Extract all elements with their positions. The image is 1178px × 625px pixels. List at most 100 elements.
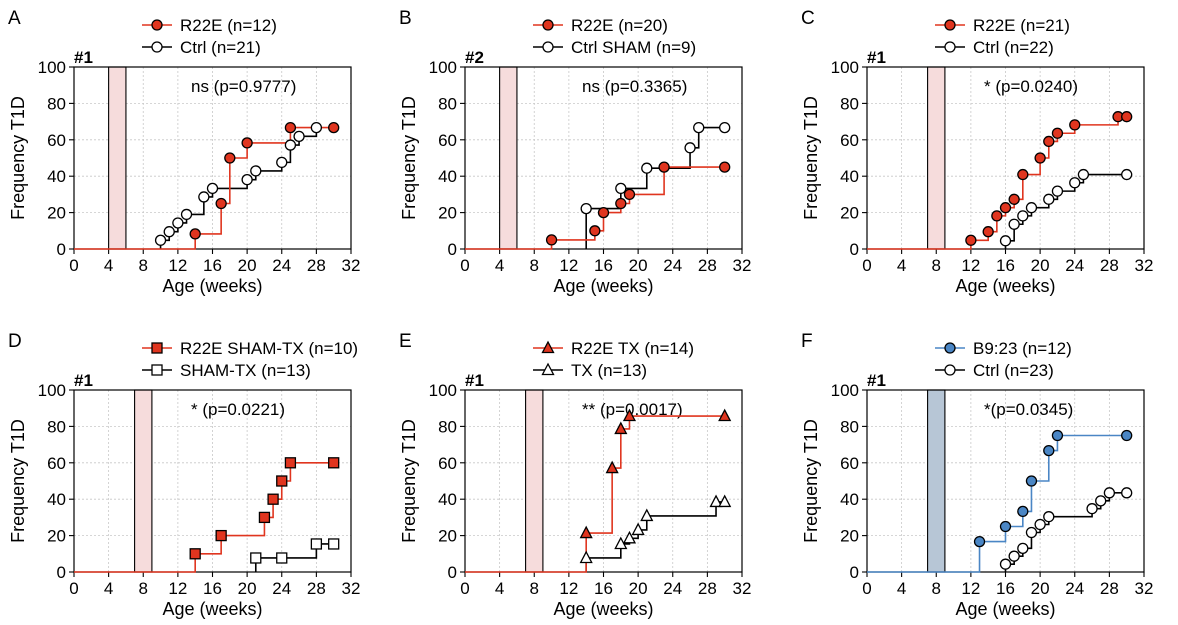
legend-marker bbox=[944, 41, 956, 53]
series-line bbox=[465, 166, 725, 250]
x-tick-label: 4 bbox=[897, 256, 906, 275]
x-tick-label: 12 bbox=[168, 256, 187, 275]
x-tick-label: 24 bbox=[663, 579, 682, 598]
x-tick-label: 20 bbox=[629, 579, 648, 598]
legend-marker bbox=[944, 364, 956, 376]
data-point bbox=[622, 408, 637, 422]
data-point bbox=[276, 156, 288, 169]
x-tick-label: 12 bbox=[559, 256, 578, 275]
legend-label: R22E SHAM-TX (n=10) bbox=[180, 339, 358, 358]
y-tick-label: 20 bbox=[438, 527, 457, 546]
data-point bbox=[189, 548, 201, 560]
series-line bbox=[1004, 492, 1127, 572]
y-tick-label: 40 bbox=[840, 167, 859, 186]
x-tick-label: 28 bbox=[1100, 256, 1119, 275]
data-point bbox=[1077, 168, 1090, 181]
y-tick-label: 60 bbox=[438, 454, 457, 473]
data-point bbox=[328, 538, 340, 550]
data-point bbox=[250, 165, 262, 177]
y-axis-title: Frequency T1D bbox=[801, 419, 821, 543]
y-tick-label: 40 bbox=[438, 167, 457, 186]
legend-label: R22E TX (n=14) bbox=[571, 339, 694, 358]
y-tick-label: 40 bbox=[47, 490, 66, 509]
data-point bbox=[965, 234, 977, 246]
treatment-window bbox=[927, 389, 946, 573]
x-tick-label: 16 bbox=[996, 256, 1015, 275]
y-tick-label: 20 bbox=[840, 204, 859, 223]
x-tick-label: 0 bbox=[69, 256, 78, 275]
x-tick-label: 20 bbox=[238, 256, 257, 275]
x-tick-label: 20 bbox=[238, 579, 257, 598]
data-point bbox=[1034, 152, 1046, 164]
x-tick-label: 0 bbox=[862, 579, 871, 598]
legend-label: B9:23 (n=12) bbox=[973, 339, 1072, 358]
y-tick-label: 0 bbox=[850, 563, 859, 582]
cohort-label: #1 bbox=[74, 48, 93, 67]
y-axis-title: Frequency T1D bbox=[8, 419, 28, 543]
x-axis-title: Age (weeks) bbox=[553, 599, 653, 619]
data-point bbox=[328, 121, 340, 134]
legend-marker bbox=[541, 340, 555, 354]
x-tick-label: 24 bbox=[272, 256, 291, 275]
data-point bbox=[1034, 518, 1046, 531]
panel-letter: C bbox=[801, 8, 815, 29]
x-tick-label: 0 bbox=[460, 579, 469, 598]
y-tick-label: 80 bbox=[438, 94, 457, 113]
chart-panel-e: E #1 0 4 8 12 16 20 24 28 32 0 20 40 60 80 100 Age (weeks… bbox=[399, 331, 751, 619]
stat-annotation: * (p=0.0240) bbox=[984, 77, 1078, 96]
data-point bbox=[709, 494, 723, 508]
data-point bbox=[623, 188, 636, 201]
x-tick-label: 24 bbox=[663, 256, 682, 275]
legend-label: Ctrl (n=23) bbox=[973, 361, 1054, 380]
y-tick-label: 80 bbox=[840, 94, 859, 113]
data-point bbox=[1043, 511, 1055, 523]
x-tick-label: 16 bbox=[996, 579, 1015, 598]
data-point bbox=[215, 197, 227, 210]
chart-panel-d: D #1 0 4 8 12 16 20 24 28 32 0 20 40 60 80 100 Age (weeks… bbox=[8, 331, 360, 619]
treatment-window bbox=[499, 66, 518, 250]
data-point bbox=[284, 457, 297, 469]
panel-letter: E bbox=[399, 331, 412, 352]
panel-letter: A bbox=[8, 8, 21, 29]
x-tick-label: 16 bbox=[203, 256, 222, 275]
cohort-label: #1 bbox=[867, 371, 886, 390]
y-tick-label: 60 bbox=[840, 131, 859, 150]
legend-marker bbox=[151, 342, 163, 354]
x-tick-label: 12 bbox=[961, 256, 980, 275]
x-tick-label: 32 bbox=[1135, 256, 1154, 275]
panel-letter: B bbox=[399, 8, 412, 29]
data-point bbox=[999, 520, 1012, 533]
treatment-window bbox=[108, 66, 127, 250]
data-point bbox=[1025, 202, 1038, 214]
x-tick-label: 28 bbox=[307, 256, 326, 275]
y-tick-label: 100 bbox=[38, 58, 66, 77]
x-tick-label: 24 bbox=[1065, 579, 1084, 598]
data-point bbox=[284, 139, 297, 151]
data-point bbox=[1008, 550, 1020, 562]
legend-marker bbox=[541, 362, 555, 376]
y-tick-label: 100 bbox=[429, 58, 457, 77]
series-line bbox=[867, 434, 1127, 573]
data-point bbox=[1086, 503, 1098, 515]
y-tick-label: 20 bbox=[47, 204, 66, 223]
data-point bbox=[641, 162, 653, 174]
y-tick-label: 40 bbox=[438, 490, 457, 509]
treatment-window bbox=[134, 389, 153, 573]
legend-label: Ctrl (n=21) bbox=[180, 38, 261, 57]
data-point bbox=[276, 552, 288, 564]
legend-label: Ctrl SHAM (n=9) bbox=[571, 38, 696, 57]
stat-annotation: *(p=0.0345) bbox=[984, 400, 1073, 419]
y-axis-title: Frequency T1D bbox=[399, 96, 419, 220]
x-tick-label: 32 bbox=[342, 579, 361, 598]
data-point bbox=[1017, 542, 1029, 554]
chart-panel-c: C #1 0 4 8 12 16 20 24 28 32 0 20 40 60 80 100 Age (weeks… bbox=[801, 8, 1153, 296]
x-tick-label: 12 bbox=[559, 579, 578, 598]
legend-marker bbox=[944, 19, 956, 31]
data-point bbox=[267, 493, 279, 505]
data-point bbox=[1043, 444, 1055, 457]
data-point bbox=[1051, 127, 1064, 139]
data-point bbox=[589, 225, 601, 237]
x-tick-label: 8 bbox=[530, 256, 539, 275]
data-point bbox=[189, 228, 201, 240]
stat-annotation: ** (p=0.0017) bbox=[582, 400, 683, 419]
